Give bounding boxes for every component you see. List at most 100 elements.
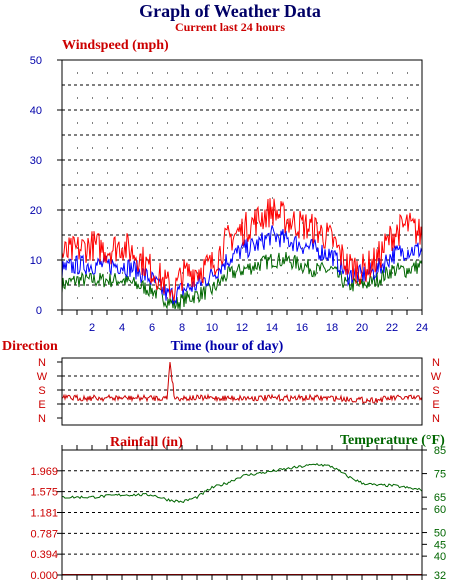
windspeed-grid-dot	[407, 97, 408, 99]
windspeed-grid-dot	[332, 97, 333, 99]
windspeed-x-tick-label: 6	[149, 322, 155, 334]
windspeed-grid-dot	[347, 247, 348, 249]
windspeed-grid-dot	[152, 147, 153, 149]
windspeed-grid-dot	[392, 147, 393, 149]
windspeed-x-tick-label: 4	[119, 322, 125, 334]
windspeed-grid-dot	[392, 197, 393, 199]
temperature-y-tick-label: 50	[434, 528, 446, 540]
windspeed-y-tick-label: 10	[30, 255, 42, 267]
windspeed-grid-dot	[362, 72, 363, 74]
windspeed-grid-dot	[257, 147, 258, 149]
windspeed-grid-dot	[317, 72, 318, 74]
windspeed-grid-dot	[362, 247, 363, 249]
windspeed-grid-dot	[107, 272, 108, 274]
windspeed-grid-dot	[287, 222, 288, 224]
windspeed-grid-dot	[212, 147, 213, 149]
windspeed-grid-dot	[77, 147, 78, 149]
windspeed-grid-dot	[347, 197, 348, 199]
windspeed-x-tick-label: 2	[89, 322, 95, 334]
windspeed-grid-dot	[272, 97, 273, 99]
rainfall-y-tick-label: 1.969	[30, 466, 58, 478]
windspeed-grid-dot	[107, 97, 108, 99]
temperature-y-tick-label: 60	[434, 504, 446, 516]
windspeed-grid-dot	[242, 147, 243, 149]
rainfall-temperature-frame	[61, 449, 423, 576]
rainfall-ylabel: Rainfall (in)	[110, 435, 183, 450]
windspeed-grid-dot	[302, 247, 303, 249]
direction-y-tick-label-right: N	[432, 413, 440, 425]
windspeed-grid-dot	[137, 172, 138, 174]
windspeed-grid-dot	[272, 172, 273, 174]
windspeed-grid-dot	[392, 222, 393, 224]
windspeed-grid-dot	[152, 247, 153, 249]
windspeed-grid-dot	[317, 222, 318, 224]
windspeed-grid-dot	[377, 172, 378, 174]
windspeed-grid-dot	[407, 197, 408, 199]
direction-y-ticks: N NW WS SE EN N	[37, 357, 442, 425]
windspeed-grid-dot	[302, 197, 303, 199]
windspeed-grid-dot	[242, 122, 243, 124]
windspeed-grid-dot	[377, 147, 378, 149]
windspeed-grid-dot	[302, 172, 303, 174]
windspeed-grid-dot	[257, 72, 258, 74]
windspeed-grid-dot	[377, 297, 378, 299]
temperature-y-tick-label: 32	[434, 570, 446, 582]
windspeed-y-tick-label: 20	[30, 205, 42, 217]
windspeed-x-tick-label: 24	[416, 322, 428, 334]
windspeed-grid-dot	[257, 272, 258, 274]
rainfall-y-ticks: 0.000 0.394 0.787 1.181 1.575 1.969	[30, 466, 62, 582]
windspeed-grid-dot	[77, 97, 78, 99]
windspeed-grid-dot	[152, 197, 153, 199]
windspeed-grid-dot	[152, 72, 153, 74]
windspeed-x-tick-label: 14	[266, 322, 278, 334]
direction-y-tick-label-left: W	[37, 371, 48, 383]
windspeed-grid-dot	[197, 97, 198, 99]
windspeed-grid-dot	[227, 72, 228, 74]
windspeed-grid-dot	[197, 247, 198, 249]
windspeed-grid-dot	[197, 222, 198, 224]
windspeed-grid-dot	[197, 122, 198, 124]
windspeed-grid-dot	[122, 72, 123, 74]
windspeed-grid-dot	[167, 72, 168, 74]
windspeed-grid-dot	[167, 297, 168, 299]
windspeed-grid-dot	[407, 72, 408, 74]
windspeed-grid-dot	[302, 122, 303, 124]
temperature-y-tick-label: 45	[434, 539, 446, 551]
windspeed-ylabel: Windspeed (mph)	[62, 38, 169, 53]
windspeed-grid-dot	[257, 172, 258, 174]
windspeed-grid-dot	[167, 197, 168, 199]
temperature-y-tick-label: 65	[434, 492, 446, 504]
windspeed-x-tick-label: 18	[326, 322, 338, 334]
windspeed-grid-dot	[182, 247, 183, 249]
windspeed-grid-dot	[122, 272, 123, 274]
windspeed-grid-dot	[122, 97, 123, 99]
windspeed-y-tick-label: 30	[30, 155, 42, 167]
windspeed-grid-dot	[347, 122, 348, 124]
windspeed-grid-dot	[332, 272, 333, 274]
windspeed-grid-dot	[77, 247, 78, 249]
windspeed-grid-dot	[92, 97, 93, 99]
temperature-y-tick-label: 85	[434, 445, 446, 457]
windspeed-grid-dot	[377, 222, 378, 224]
windspeed-grid-dot	[272, 122, 273, 124]
windspeed-grid-dot	[227, 97, 228, 99]
windspeed-grid-dot	[197, 297, 198, 299]
windspeed-grid-dot	[392, 122, 393, 124]
windspeed-grid-dot	[392, 172, 393, 174]
direction-frame	[61, 357, 423, 426]
windspeed-grid-dot	[272, 247, 273, 249]
windspeed-grid-dot	[257, 297, 258, 299]
windspeed-grid-dot	[242, 172, 243, 174]
windspeed-grid-dot	[212, 97, 213, 99]
windspeed-min-line	[61, 252, 423, 310]
windspeed-x-tick-label: 22	[386, 322, 398, 334]
windspeed-grid-dot	[137, 222, 138, 224]
rainfall-temperature-chart: Rainfall (in) Temperature (°F) 0.000 0.39…	[30, 433, 446, 582]
windspeed-grid-dot	[107, 72, 108, 74]
direction-y-tick-label-left: S	[38, 385, 45, 397]
windspeed-grid-dot	[362, 197, 363, 199]
windspeed-grid-dot	[212, 122, 213, 124]
windspeed-grid-dot	[242, 97, 243, 99]
direction-grid	[62, 375, 422, 405]
